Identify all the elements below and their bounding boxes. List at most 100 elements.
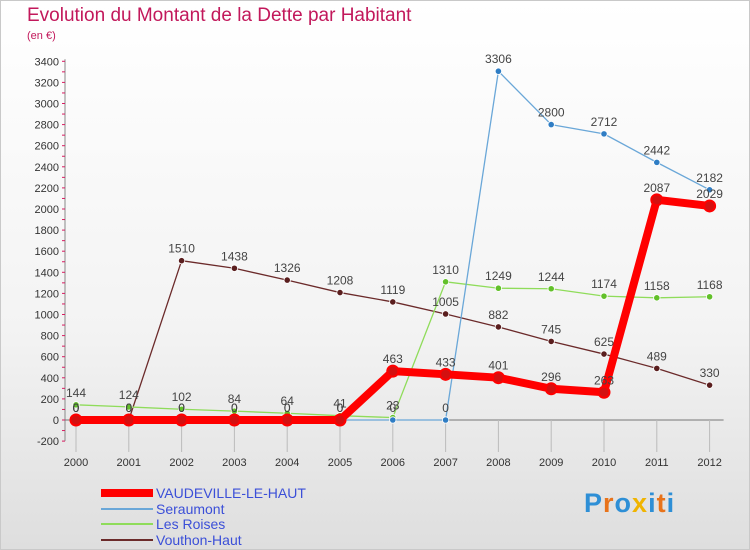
data-label: 0 <box>231 401 238 415</box>
data-point <box>600 350 608 358</box>
data-label: 0 <box>125 401 132 415</box>
data-label: 433 <box>436 355 456 369</box>
legend-swatch <box>101 523 153 525</box>
data-label: 0 <box>389 401 396 415</box>
data-label: 1168 <box>697 278 723 292</box>
data-point <box>441 278 450 286</box>
data-label: 0 <box>125 401 132 415</box>
y-tick-label: 3400 <box>35 56 59 68</box>
data-point <box>547 285 555 293</box>
data-label: 1510 <box>168 242 195 256</box>
logo-letter: x <box>632 488 649 518</box>
x-tick-label: 2011 <box>645 457 669 469</box>
data-point <box>175 413 189 427</box>
data-label: 625 <box>594 335 614 349</box>
data-label: 296 <box>541 370 561 384</box>
data-label: 1158 <box>644 279 670 293</box>
data-label: 0 <box>178 401 185 415</box>
x-tick-label: 2000 <box>64 457 88 469</box>
data-point <box>441 416 450 424</box>
y-tick-label: 2200 <box>35 183 59 195</box>
y-tick-label: -200 <box>37 436 59 448</box>
data-label: 0 <box>73 401 80 415</box>
series-line-vaudeville-le-haut <box>76 195 711 424</box>
series-lines <box>69 67 717 427</box>
data-label: 1119 <box>380 283 405 297</box>
data-point <box>69 413 83 427</box>
logo-letter: r <box>603 488 615 518</box>
y-tick-label: 2800 <box>35 120 59 132</box>
logo-letter: t <box>656 488 667 518</box>
data-point <box>653 158 661 166</box>
data-point <box>336 288 344 297</box>
legend-swatch <box>101 489 153 497</box>
data-point <box>227 413 241 427</box>
data-label: 2182 <box>696 171 723 185</box>
data-point <box>705 293 714 301</box>
data-point <box>547 121 555 129</box>
data-label: 2029 <box>696 187 723 201</box>
logo-letter: i <box>666 488 676 518</box>
data-label: 2442 <box>643 143 670 157</box>
legend-label: Seraumont <box>156 500 225 517</box>
data-label: 2712 <box>591 115 618 129</box>
data-point <box>441 310 450 318</box>
legend-swatch <box>101 507 153 510</box>
data-label: 263 <box>594 373 614 387</box>
data-point <box>280 413 294 427</box>
data-label: 102 <box>172 390 192 404</box>
data-point <box>597 385 611 399</box>
y-tick-label: 2400 <box>35 162 59 174</box>
data-label: 1208 <box>327 274 354 288</box>
data-point <box>653 294 661 302</box>
x-tick-label: 2007 <box>433 457 457 469</box>
x-tick-label: 2005 <box>328 457 352 469</box>
x-tick-label: 2002 <box>169 457 193 469</box>
data-label: 401 <box>488 359 508 373</box>
data-label: 330 <box>700 366 720 380</box>
logo-letter: P <box>584 488 604 518</box>
y-tick-label: 1000 <box>35 310 59 322</box>
legend-swatch <box>101 538 153 541</box>
data-point <box>122 413 136 427</box>
data-point <box>705 381 714 389</box>
data-label: 64 <box>281 394 295 408</box>
data-label: 1005 <box>432 295 459 309</box>
data-label: 3306 <box>485 52 512 66</box>
data-label: 2800 <box>538 106 565 120</box>
data-label: 1438 <box>221 249 248 263</box>
x-tick-label: 2012 <box>697 457 721 469</box>
data-point <box>389 416 397 424</box>
data-point <box>494 284 502 292</box>
data-label: 0 <box>231 401 238 415</box>
data-point <box>653 364 661 373</box>
data-label: 1244 <box>538 270 565 284</box>
x-tick-label: 2008 <box>486 457 510 469</box>
line-chart: -200020040060080010001200140016001800200… <box>35 52 724 469</box>
data-point <box>544 382 558 396</box>
data-label: 0 <box>337 401 344 415</box>
data-label: 1326 <box>274 261 301 275</box>
data-point <box>283 276 291 284</box>
data-point <box>125 403 133 411</box>
data-label: 0 <box>125 401 132 415</box>
data-point <box>389 298 397 306</box>
logo-letter: o <box>614 488 633 518</box>
data-point <box>230 264 238 272</box>
data-label: 0 <box>284 401 291 415</box>
data-point <box>600 130 608 138</box>
x-tick-label: 2009 <box>539 457 563 469</box>
data-point <box>705 186 714 194</box>
data-label: 23 <box>386 399 400 413</box>
data-label: 144 <box>66 386 86 400</box>
data-point <box>439 367 453 381</box>
data-point <box>547 337 555 346</box>
data-label: 1249 <box>485 269 512 283</box>
data-label: 0 <box>178 401 185 415</box>
x-tick-label: 2003 <box>222 457 246 469</box>
data-point <box>494 323 502 331</box>
y-tick-label: 1600 <box>35 246 59 258</box>
data-label: 2087 <box>643 181 670 195</box>
y-unit-label: (en €) <box>27 30 56 42</box>
